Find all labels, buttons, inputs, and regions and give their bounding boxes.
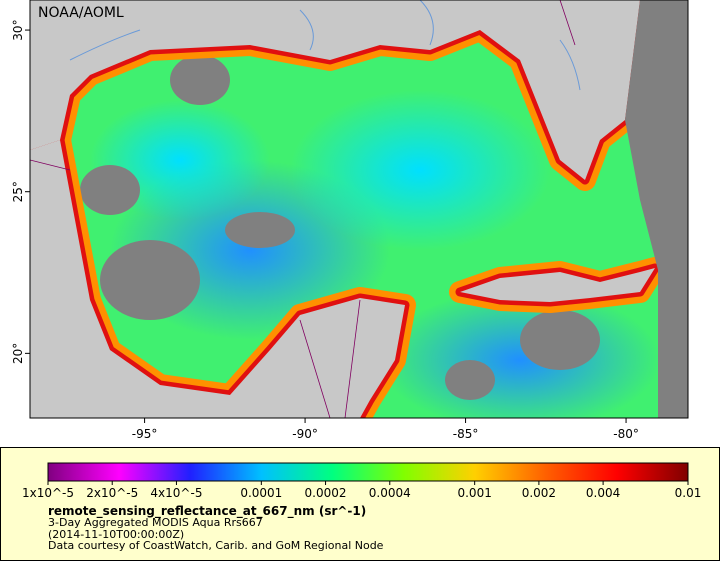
credit: NOAA/AOML: [38, 5, 124, 21]
x-tick-label: -90°: [292, 427, 318, 441]
colorbar-tick-label: 2x10^-5: [86, 486, 138, 500]
map-image: [30, 0, 688, 418]
legend-title: remote_sensing_reflectance_at_667_nm (sr…: [48, 504, 366, 519]
y-tick-label: 25°: [11, 181, 25, 202]
x-tick-label: -85°: [453, 427, 479, 441]
colorbar: [47, 462, 689, 482]
colorbar-tick-label: 4x10^-5: [150, 486, 202, 500]
colorbar-tick-label: 0.0001: [240, 486, 282, 500]
colorbar-tick-label: 0.01: [675, 486, 702, 500]
colorbar-tick-label: 0.0004: [369, 486, 411, 500]
colorbar-tick-label: 1x10^-5: [22, 486, 74, 500]
legend-line: Data courtesy of CoastWatch, Carib. and …: [48, 539, 384, 552]
x-tick-label: -80°: [613, 427, 639, 441]
colorbar-tick-label: 0.002: [522, 486, 556, 500]
y-tick-label: 30°: [11, 19, 25, 40]
x-tick-label: -95°: [132, 427, 158, 441]
y-tick-label: 20°: [11, 343, 25, 364]
legend-line: 3-Day Aggregated MODIS Aqua Rrs667: [48, 516, 263, 529]
colorbar-tick-label: 0.001: [457, 486, 491, 500]
colorbar-tick-label: 0.0002: [305, 486, 347, 500]
legend-line: (2014-11-10T00:00:00Z): [48, 528, 184, 541]
map-frame: [29, 0, 689, 419]
colorbar-tick-label: 0.004: [586, 486, 620, 500]
